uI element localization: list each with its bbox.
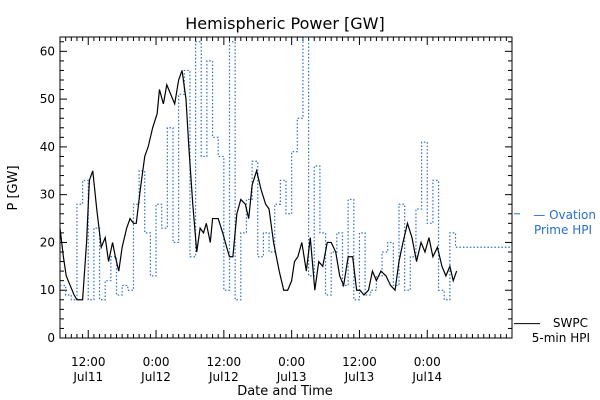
- y-axis-label: P [GW]: [6, 165, 21, 210]
- y-tick-label: 60: [40, 44, 55, 58]
- x-tick-label-date: Jul12: [208, 370, 239, 384]
- series-swpc-5min-hpi: [60, 70, 458, 301]
- x-axis-label: Date and Time: [237, 384, 333, 399]
- y-tick-label: 30: [40, 188, 55, 202]
- y-tick-label: 50: [40, 92, 55, 106]
- legend-ovation-line2: Prime HPI: [534, 223, 592, 237]
- series-ovation-prime-hpi: [60, 37, 512, 301]
- legend-swpc-line2: 5-min HPI: [532, 331, 590, 345]
- x-tick-label-time: 12:00: [342, 355, 377, 369]
- plot-area: 010203040506012:00Jul110:00Jul1212:00Jul…: [40, 36, 540, 384]
- legend-ovation-line1: — Ovation: [533, 208, 596, 222]
- y-tick-label: 20: [40, 235, 55, 249]
- x-tick-label-time: 0:00: [414, 355, 441, 369]
- x-tick-label-date: Jul13: [276, 370, 307, 384]
- x-tick-label-date: Jul11: [72, 370, 103, 384]
- x-tick-label-time: 12:00: [207, 355, 242, 369]
- x-tick-label-time: 12:00: [71, 355, 106, 369]
- x-tick-label-date: Jul12: [140, 370, 171, 384]
- chart-title: Hemispheric Power [GW]: [185, 14, 384, 33]
- plot-frame: [59, 36, 513, 339]
- x-tick-label-time: 0:00: [278, 355, 305, 369]
- x-tick-label-time: 0:00: [143, 355, 170, 369]
- x-tick-label-date: Jul13: [344, 370, 375, 384]
- y-tick-label: 40: [40, 140, 55, 154]
- y-tick-label: 10: [40, 283, 55, 297]
- x-tick-label-date: Jul14: [411, 370, 442, 384]
- legend: — Ovation Prime HPI SWPC 5-min HPI: [532, 208, 596, 345]
- legend-swpc-line1: SWPC: [553, 316, 588, 330]
- y-tick-label: 0: [47, 331, 55, 345]
